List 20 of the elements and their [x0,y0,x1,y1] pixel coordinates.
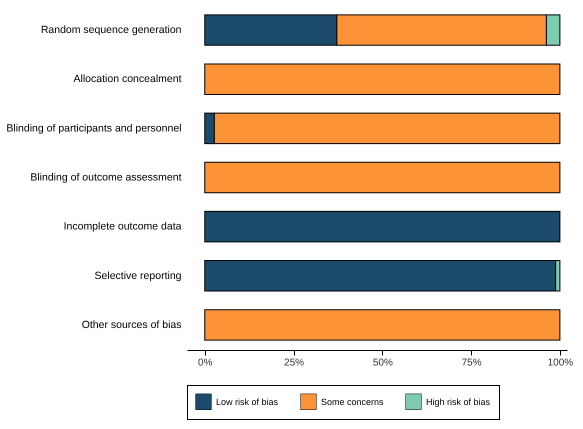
x-tick-label: 50% [372,358,393,368]
x-tick-label: 100% [548,358,574,368]
x-tick-label: 75% [462,358,482,368]
y-tick-label: Blinding of outcome assessment [30,172,182,184]
bar [204,210,560,242]
bar [204,309,560,341]
y-tick-label: Incomplete outcome data [64,220,182,233]
bar [204,162,560,194]
x-tick-label: 0% [198,358,213,368]
bar [204,260,556,292]
y-tick-label: Selective reporting [94,270,182,282]
y-tick-label: Other sources of bias [82,318,182,331]
y-tick-label: Allocation concealment [74,73,182,86]
legend-label: Low risk of bias [216,396,279,407]
x-tick-label: 25% [284,358,304,368]
bar [204,63,560,95]
y-tick-label: Random sequence generation [40,24,182,36]
legend-label: High risk of bias [426,396,491,407]
y-tick-label: Blinding of participants and personnel [6,122,182,134]
legend-label: Some concerns [321,396,384,407]
